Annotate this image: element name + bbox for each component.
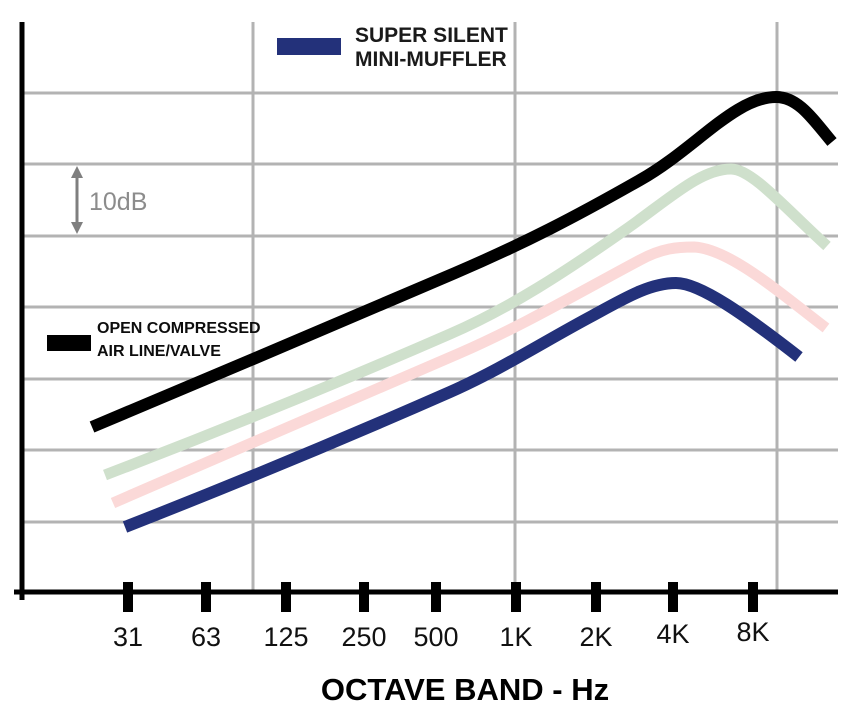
arrow-up-icon xyxy=(71,166,83,178)
curve-unlabeled-lower xyxy=(110,241,830,509)
curve-unlabeled-upper xyxy=(103,163,831,481)
tick-label-2k: 2K xyxy=(579,622,612,652)
tick-63 xyxy=(201,582,211,612)
tick-label-63: 63 xyxy=(191,622,221,652)
legend-swatch-muffler xyxy=(277,38,341,55)
tick-label-250: 250 xyxy=(341,622,386,652)
x-axis-title: OCTAVE BAND - Hz xyxy=(321,672,609,707)
tick-31 xyxy=(123,582,133,612)
legend-muffler-line2: MINI-MUFFLER xyxy=(355,48,507,71)
tick-250 xyxy=(359,582,369,612)
legend-muffler-line1: SUPER SILENT xyxy=(355,24,508,47)
legend-open-air-line1: OPEN COMPRESSED xyxy=(97,320,261,337)
tick-label-1k: 1K xyxy=(499,622,532,652)
legend-open-air-line: OPEN COMPRESSED AIR LINE/VALVE xyxy=(47,320,261,360)
x-tick-labels: 31 63 125 250 500 1K 2K 4K 8K xyxy=(113,617,770,652)
tick-1k xyxy=(511,582,521,612)
tick-label-125: 125 xyxy=(263,622,308,652)
gridlines xyxy=(24,22,838,590)
db-scale-annotation: 10dB xyxy=(71,166,147,234)
tick-label-4k: 4K xyxy=(656,619,689,649)
data-curves xyxy=(89,90,837,533)
curve-super-silent-mini-muffler xyxy=(122,276,803,533)
tick-4k xyxy=(668,582,678,612)
db-scale-label: 10dB xyxy=(89,188,147,216)
tick-125 xyxy=(281,582,291,612)
legend-super-silent: SUPER SILENT MINI-MUFFLER xyxy=(277,24,508,71)
tick-8k xyxy=(748,582,758,612)
legend-swatch-open-air xyxy=(47,335,91,351)
arrow-down-icon xyxy=(71,222,83,234)
x-tick-marks xyxy=(123,582,758,612)
tick-label-31: 31 xyxy=(113,622,143,652)
legend-open-air-line2: AIR LINE/VALVE xyxy=(97,343,221,360)
tick-2k xyxy=(591,582,601,612)
tick-label-8k: 8K xyxy=(736,617,769,647)
tick-label-500: 500 xyxy=(413,622,458,652)
curve-open-compressed-air-line xyxy=(89,90,837,433)
tick-500 xyxy=(431,582,441,612)
